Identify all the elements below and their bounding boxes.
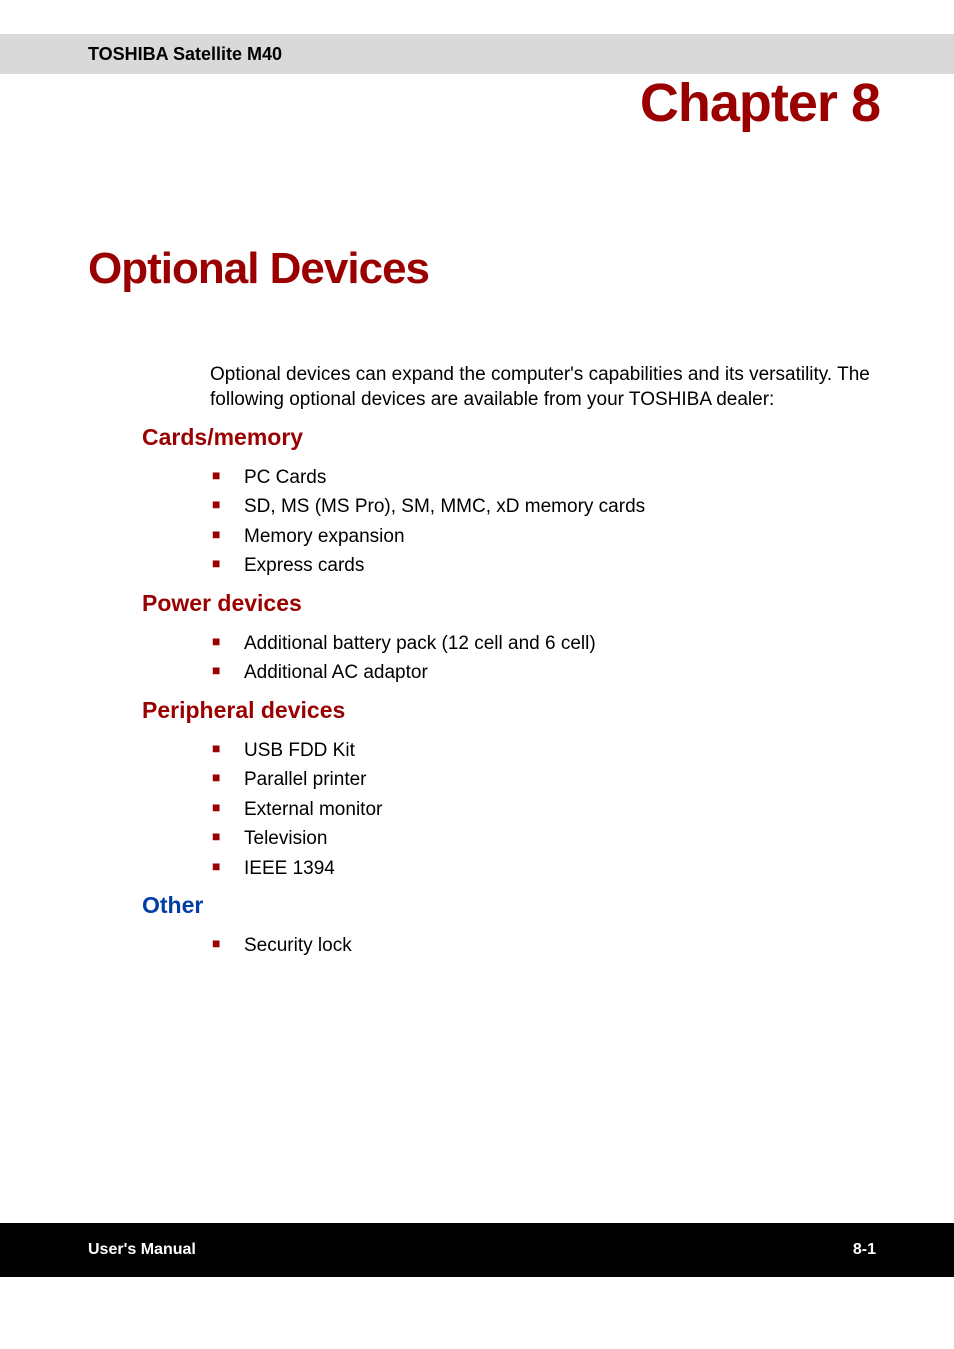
header-product-text: TOSHIBA Satellite M40 [88,44,282,65]
header-bar: TOSHIBA Satellite M40 [0,34,954,74]
list-item: SD, MS (MS Pro), SM, MMC, xD memory card… [212,492,880,521]
list-item: Additional AC adaptor [212,658,880,687]
section-heading-other: Other [142,892,880,919]
list-item: Television [212,824,880,853]
power-list: Additional battery pack (12 cell and 6 c… [142,629,880,688]
chapter-label: Chapter 8 [640,72,880,134]
list-item: Additional battery pack (12 cell and 6 c… [212,629,880,658]
list-item: External monitor [212,795,880,824]
cards-list: PC Cards SD, MS (MS Pro), SM, MMC, xD me… [142,463,880,581]
list-item: IEEE 1394 [212,854,880,883]
list-item: Parallel printer [212,765,880,794]
section-heading-power: Power devices [142,590,880,617]
section-peripheral: Peripheral devices USB FDD Kit Parallel … [142,697,880,883]
other-list: Security lock [142,931,880,960]
section-other: Other Security lock [142,892,880,960]
intro-paragraph: Optional devices can expand the computer… [210,362,880,412]
chapter-title: Optional Devices [88,244,429,294]
list-item: PC Cards [212,463,880,492]
footer-bar: User's Manual 8-1 [0,1223,954,1277]
section-power: Power devices Additional battery pack (1… [142,590,880,688]
list-item: Security lock [212,931,880,960]
peripheral-list: USB FDD Kit Parallel printer External mo… [142,736,880,883]
footer-right-text: 8-1 [853,1241,876,1259]
section-heading-cards: Cards/memory [142,424,880,451]
footer-left-text: User's Manual [88,1241,196,1259]
list-item: Memory expansion [212,522,880,551]
section-heading-peripheral: Peripheral devices [142,697,880,724]
section-cards: Cards/memory PC Cards SD, MS (MS Pro), S… [142,424,880,581]
list-item: USB FDD Kit [212,736,880,765]
list-item: Express cards [212,551,880,580]
